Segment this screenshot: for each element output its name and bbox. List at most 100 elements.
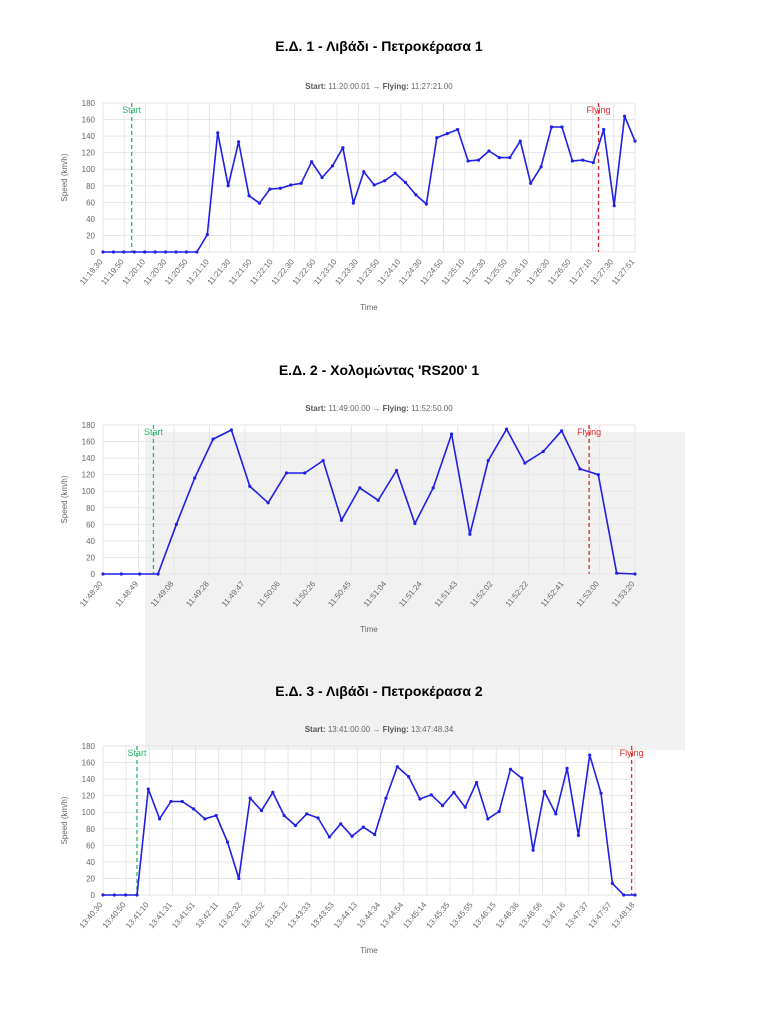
y-tick-label: 80 [86,504,95,513]
speed-data-point [610,881,614,886]
x-tick-label: 11:50:06 [255,579,282,609]
speed-data-point [549,125,554,129]
x-tick-label: 11:50:26 [291,579,318,609]
y-tick-label: 180 [82,421,96,430]
speed-data-point [578,467,582,471]
speed-data-point [373,832,377,837]
y-tick-label: 140 [82,775,96,784]
speed-data-point [282,813,286,818]
speed-data-point [394,468,399,473]
y-tick-label: 180 [82,742,96,751]
speed-data-point [156,572,160,576]
x-tick-label: 11:49:28 [184,579,211,609]
speed-data-point [424,202,428,206]
speed-data-point [268,187,272,191]
speed-data-point [508,767,513,771]
speed-series-line [103,428,636,575]
speed-data-point [320,175,324,180]
y-tick-label: 100 [82,165,96,174]
speed-data-point [622,893,626,897]
speed-data-point [350,834,354,838]
speed-data-point [431,486,435,490]
speed-data-point [305,812,309,816]
speed-data-point [237,876,241,881]
speed-data-point [174,522,178,526]
chart-2-speed-plot: 0 20 40 60 80 100 120 140 160 180 11:48:30 11:48:49… [60,421,637,634]
speed-series-line [103,754,635,896]
speed-data-point [476,158,481,162]
speed-data-point [225,840,230,844]
speed-data-point [576,833,581,837]
y-axis-label: Speed (km/h) [60,796,69,844]
speed-data-point [486,817,490,821]
speed-data-point [612,204,616,208]
speed-data-point [119,572,123,576]
speed-data-point [554,812,558,816]
x-tick-label: 11:49:47 [220,579,247,609]
speed-data-point [429,793,433,797]
speed-data-point [157,817,162,821]
flying-marker-label: Flying [577,427,601,437]
speed-data-point [362,170,366,174]
y-tick-label: 20 [86,874,95,883]
speed-data-point [407,775,411,779]
speed-data-point [414,193,418,197]
speed-data-point [111,250,116,254]
speed-data-point [124,893,128,897]
speed-data-point [289,183,293,187]
y-tick-label: 140 [82,454,96,463]
y-tick-label: 40 [86,858,95,867]
y-tick-label: 160 [82,438,96,447]
y-tick-label: 20 [86,553,95,562]
speed-data-point [278,186,282,190]
x-axis-label: Time [360,303,378,312]
speed-data-point [226,184,230,188]
speed-data-point [560,429,564,433]
chart-1-speed-plot: 02040608010012014016018011:19:3011:19:50… [60,99,637,312]
y-tick-label: 60 [86,520,95,529]
speed-data-point [615,571,619,575]
x-tick-label: 13:48:18 [610,900,637,930]
speed-data-point [633,893,637,897]
speed-data-point [195,250,199,254]
speed-data-point [474,780,479,785]
chart-3-speed-plot: 02040608010012014016018013:40:3013:40:50… [60,742,644,955]
speed-data-point [216,131,220,135]
speed-data-point [248,484,252,488]
speed-data-point [529,181,533,185]
start-marker-label: Start [144,427,164,437]
speed-data-point [440,804,445,808]
speed-data-point [135,893,139,897]
speed-data-point [153,250,157,254]
speed-data-point [565,766,569,770]
speed-data-point [284,471,289,475]
speed-data-point [257,201,262,205]
speed-data-point [435,136,439,140]
speed-data-point [101,250,105,254]
flying-marker-label: Flying [586,105,610,115]
speed-data-point [143,250,147,254]
y-tick-label: 120 [82,149,96,158]
speed-data-point [101,572,105,576]
speed-data-point [266,501,270,505]
speed-data-point [339,518,344,522]
speed-data-point [237,140,241,144]
speed-data-point [214,813,218,818]
speed-data-point [180,799,184,804]
y-tick-label: 20 [86,231,95,240]
speed-data-point [299,181,303,185]
y-tick-label: 160 [82,759,96,768]
speed-data-point [384,796,388,800]
y-tick-label: 0 [91,891,96,900]
speed-data-point [633,139,637,143]
speed-data-point [339,822,343,826]
speed-data-point [205,233,209,237]
x-axis-label: Time [360,625,378,634]
speed-data-point [174,250,178,254]
speed-data-point [122,250,126,254]
speed-data-point [163,250,168,254]
x-tick-label: 11:50:45 [326,579,353,609]
speed-data-point [101,893,105,897]
speed-data-point [393,171,397,175]
y-axis-label: Speed (km/h) [60,475,69,523]
